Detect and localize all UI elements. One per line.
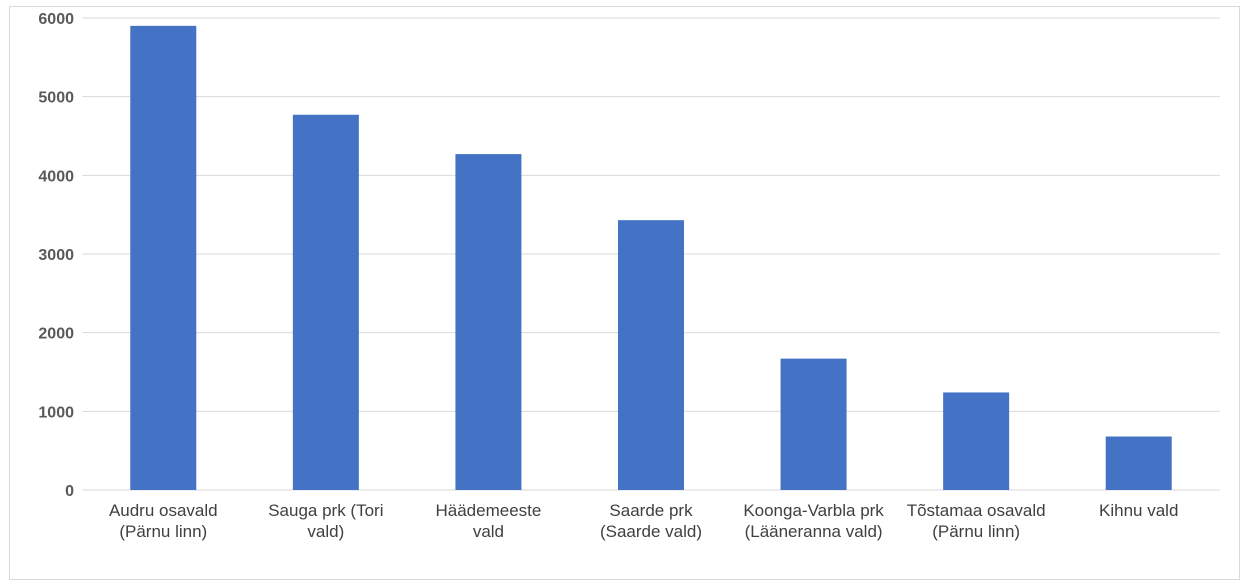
x-category-label: Sauga prk (Tori	[268, 501, 383, 520]
x-category-label: Häädemeeste	[436, 501, 542, 520]
y-tick-label: 1000	[38, 404, 74, 421]
bar	[292, 114, 359, 490]
bar	[130, 25, 197, 490]
bar	[780, 358, 847, 490]
y-tick-label: 3000	[38, 247, 74, 264]
gridlines	[82, 17, 1220, 491]
y-tick-label: 4000	[38, 168, 74, 185]
x-category-label: vald)	[307, 522, 344, 541]
x-category-label: vald	[473, 522, 504, 541]
bar	[455, 154, 522, 491]
x-category-label: (Saarde vald)	[600, 522, 702, 541]
bar	[618, 220, 684, 490]
x-category-label: (Lääneranna vald)	[745, 522, 883, 541]
x-category-label: Audru osavald	[109, 501, 218, 520]
y-tick-label: 2000	[38, 326, 74, 343]
x-category-label: Saarde prk	[609, 501, 693, 520]
bars	[130, 25, 1172, 491]
bar	[1105, 436, 1172, 490]
x-category-label: Kihnu vald	[1099, 501, 1178, 520]
y-axis: 0 1000 2000 3000 4000 5000 6000	[38, 11, 74, 500]
y-tick-label: 6000	[38, 11, 74, 28]
x-category-label: Tõstamaa osavald	[907, 501, 1046, 520]
x-category-label: Koonga-Varbla prk	[743, 501, 884, 520]
bar	[943, 392, 1010, 490]
x-category-label: (Pärnu linn)	[932, 522, 1020, 541]
y-tick-label: 0	[65, 483, 74, 500]
y-tick-label: 5000	[38, 90, 74, 107]
x-axis: Audru osavald (Pärnu linn) Sauga prk (Tori…	[109, 501, 1178, 541]
x-category-label: (Pärnu linn)	[119, 522, 207, 541]
